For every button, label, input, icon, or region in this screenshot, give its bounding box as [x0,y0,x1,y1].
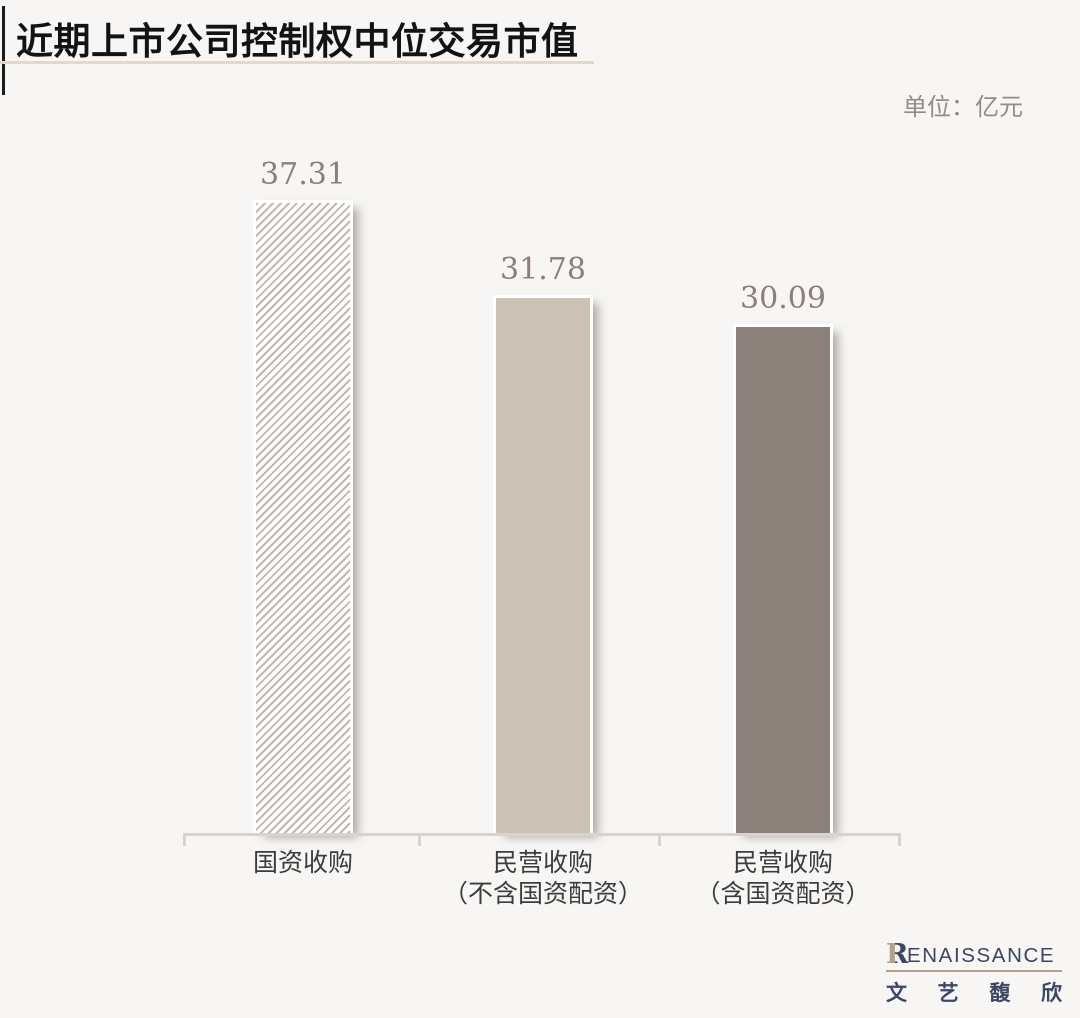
x-axis-tick [898,833,901,846]
x-axis-tick [658,833,661,846]
monogram-beige-half: R [886,939,909,970]
logo-divider-line [886,970,1062,972]
value-label-guozi: 37.31 [260,157,346,192]
title-underline [0,61,594,64]
bar-minying-excl-guozi [493,295,593,835]
logo-wordmark: ENAISSANCE [907,944,1056,967]
monogram-navy-half: R [886,939,909,970]
logo-cjk-char: 欣 [1040,980,1062,1005]
unit-label: 单位：亿元 [903,93,1023,121]
category-label-line: 民营收购 [732,848,833,877]
x-axis-tick [418,833,421,846]
category-label-guozi: 国资收购 [173,847,433,878]
value-label-minying-incl: 30.09 [740,281,826,316]
logo-r-monogram-icon: R R [886,939,909,970]
logo-wordmark-row: R R ENAISSANCE [886,942,1062,968]
chart-title: 近期上市公司控制权中位交易市值 [16,19,579,63]
category-label-line: 民营收购 [492,848,593,877]
logo-cjk-name: 文 艺 馥 欣 [886,977,1062,1007]
category-label-minying-incl: 民营收购 （含国资配资） [653,847,913,909]
category-label-minying-excl: 民营收购 （不含国资配资） [413,847,673,909]
logo-cjk-char: 文 [886,980,907,1005]
logo-cjk-char: 艺 [937,980,959,1005]
category-label-line: （不含国资配资） [442,879,643,908]
category-label-line: 国资收购 [252,848,353,877]
x-axis-line [183,833,901,836]
category-label-line: （含国资配资） [695,879,871,908]
logo-cjk-char: 馥 [989,980,1011,1005]
renaissance-logo: R R ENAISSANCE 文 艺 馥 欣 [886,942,1062,1007]
title-accent-line [2,6,5,95]
bar-guozi-shougou [253,200,353,835]
x-axis-tick [183,833,186,846]
value-label-minying-excl: 31.78 [500,252,586,287]
bar-minying-incl-guozi [733,324,833,835]
